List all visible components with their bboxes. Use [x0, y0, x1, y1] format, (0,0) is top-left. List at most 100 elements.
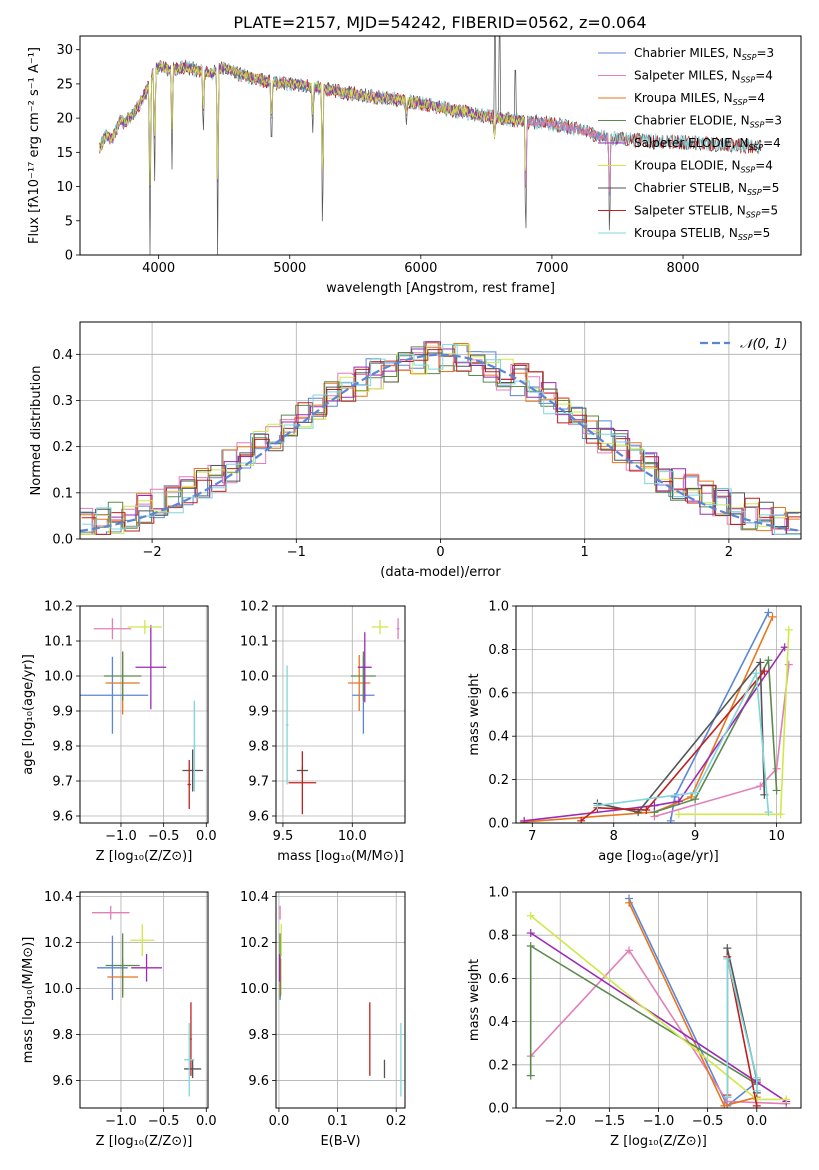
y-tick-label: 10.0 — [240, 670, 269, 685]
x-tick-label: 10.0 — [338, 829, 367, 844]
legend-label-suffix: =4 — [747, 91, 765, 105]
weight-line — [628, 902, 758, 1107]
weight-marker — [723, 1093, 732, 1102]
y-tick-label: 10 — [56, 180, 73, 195]
weight-marker — [593, 801, 602, 810]
y-tick-label: 0.0 — [52, 533, 73, 548]
x-tick-label: 0.0 — [196, 829, 217, 844]
y-axis-label: mass weight — [467, 673, 482, 755]
legend-label-suffix: =3 — [756, 46, 774, 60]
y-tick-label: 0.8 — [488, 643, 509, 658]
axes-weight_vs_age: 7 8 9 10 0.0 0.2 0.4 0.6 0.8 1.0 age [log₁₀(age/yr… — [467, 600, 802, 864]
axes-age_vs_mass: 9.5 10.0 9.6 9.7 9.8 9.9 10.0 10.1 10.2 mass [log… — [240, 600, 406, 864]
legend-label: Chabrier ELODIE, NSSP=3 — [634, 114, 782, 130]
errorbar-kroupa-stelib — [184, 1022, 195, 1097]
weight-line — [597, 660, 766, 813]
legend-label-sub: SSP — [750, 121, 765, 130]
legend-label-sub: SSP — [748, 143, 763, 152]
weight-line — [597, 670, 770, 813]
x-axis-label: wavelength [Angstrom, rest frame] — [326, 281, 555, 296]
y-tick-label: 9.8 — [52, 1028, 73, 1043]
errorbar-salpeter-stelib — [190, 1002, 192, 1076]
weight-marker — [691, 788, 700, 797]
plot-area — [276, 892, 405, 1108]
weight-marker — [764, 656, 773, 665]
tick-group: −2.0 −1.5 −1.0 −0.5 0.0 0.0 0.2 0.4 0.6 0.8 1.0 — [488, 886, 767, 1130]
weight-marker — [650, 801, 659, 810]
weight-marker — [782, 1095, 791, 1104]
weight-marker — [776, 810, 785, 819]
y-tick-label: 1.0 — [488, 600, 509, 615]
x-tick-label: 7 — [528, 829, 536, 844]
legend-label-text: Kroupa STELIB, N — [634, 226, 738, 240]
x-axis-label: age [log₁₀(age/yr)] — [598, 849, 719, 864]
legend-label: Salpeter MILES, NSSP=4 — [634, 69, 773, 85]
x-axis-label: E(B-V) — [320, 1134, 360, 1149]
axes-age_vs_Z: −1.0 −0.5 0.0 9.6 9.7 9.8 9.9 10.0 10.1 10.2 Z [lo… — [21, 600, 217, 865]
tick-group: −1.0 −0.5 0.0 9.6 9.7 9.8 9.9 10.0 10.1 10.2 — [44, 600, 217, 845]
weight-marker — [752, 669, 761, 678]
axes-mass_vs_EBV: 0.0 0.1 0.2 9.6 9.8 10.0 10.2 10.4 E(B-V) — [240, 890, 407, 1149]
weight-line — [654, 664, 790, 818]
figure-title: PLATE=2157, MJD=54242, FIBERID=0562, z=0… — [233, 13, 646, 32]
weight-marker — [674, 810, 683, 819]
x-tick-label: 5000 — [273, 261, 306, 276]
x-tick-label: 8 — [610, 829, 618, 844]
x-tick-label: −1.5 — [594, 1114, 626, 1129]
x-tick-label: 4000 — [142, 261, 175, 276]
axes-weight_vs_Z: −2.0 −1.5 −1.0 −0.5 0.0 0.0 0.2 0.4 0.6 0.8 1.0 Z [… — [467, 886, 802, 1149]
y-tick-label: 25 — [56, 77, 73, 92]
weight-marker — [756, 782, 765, 791]
x-tick-label: 0 — [436, 545, 444, 560]
y-axis-label: Normed distribution — [29, 366, 44, 496]
weight-series-chabrier-miles — [666, 608, 773, 823]
y-tick-label: 9.6 — [52, 810, 73, 825]
y-tick-label: 0 — [65, 249, 73, 264]
weight-series-chabrier-miles — [625, 894, 761, 1108]
legend-label: Kroupa ELODIE, NSSP=4 — [634, 159, 773, 175]
y-tick-label: 10.1 — [240, 635, 269, 650]
x-tick-label: −0.5 — [692, 1114, 724, 1129]
weight-series-chabrier-elodie — [526, 942, 761, 1089]
y-tick-label: 0.1 — [52, 486, 73, 501]
y-tick-label: 1.0 — [488, 886, 509, 901]
weight-line — [669, 612, 770, 821]
legend-label-suffix: =5 — [762, 181, 780, 195]
y-tick-label: 0.4 — [488, 730, 509, 745]
x-tick-label: −2.0 — [544, 1114, 576, 1129]
y-tick-label: 10.0 — [44, 670, 73, 685]
plot-area — [80, 606, 208, 823]
weight-series-salpeter-miles — [650, 660, 793, 821]
y-tick-label: 0.2 — [488, 1058, 509, 1073]
y-tick-label: 10.2 — [44, 936, 73, 951]
axes-frame — [79, 605, 209, 824]
weight-marker — [764, 808, 773, 817]
weight-marker — [752, 1101, 761, 1108]
y-tick-label: 30 — [56, 43, 73, 58]
legend-label-suffix: =3 — [764, 114, 782, 128]
x-axis-label: Z [log₁₀(Z/Z⊙)] — [96, 849, 193, 864]
legend-label-sub: SSP — [738, 233, 753, 242]
errorbar-salpeter-elodie — [131, 954, 162, 982]
plot-area — [80, 322, 801, 539]
y-tick-label: 9.9 — [248, 705, 269, 720]
normal-reference-curve — [80, 353, 801, 532]
x-tick-label: −1.0 — [105, 1114, 137, 1129]
y-tick-label: 9.9 — [52, 705, 73, 720]
legend-label-suffix: =5 — [760, 204, 778, 218]
legend-label-sub: SSP — [741, 166, 756, 175]
y-tick-label: 0.4 — [488, 1015, 509, 1030]
weight-series-kroupa-stelib — [593, 669, 773, 817]
weight-marker — [772, 786, 781, 795]
errorbar-salpeter-stelib — [187, 760, 191, 809]
y-tick-label: 0.6 — [488, 686, 509, 701]
legend-label-suffix: =4 — [755, 69, 773, 83]
histogram-kroupa-stelib — [82, 344, 801, 535]
axes-mass_vs_Z: −1.0 −0.5 0.0 9.6 9.8 10.0 10.2 10.4 Z [log₁₀(Z/… — [21, 890, 217, 1149]
y-axis-label: mass weight — [467, 959, 482, 1041]
plot-area — [516, 892, 801, 1108]
legend-label-text: Salpeter ELODIE, N — [634, 136, 748, 150]
x-axis-label: Z [log₁₀(Z/Z⊙)] — [610, 1134, 707, 1149]
errorbar-salpeter-miles — [93, 618, 132, 640]
